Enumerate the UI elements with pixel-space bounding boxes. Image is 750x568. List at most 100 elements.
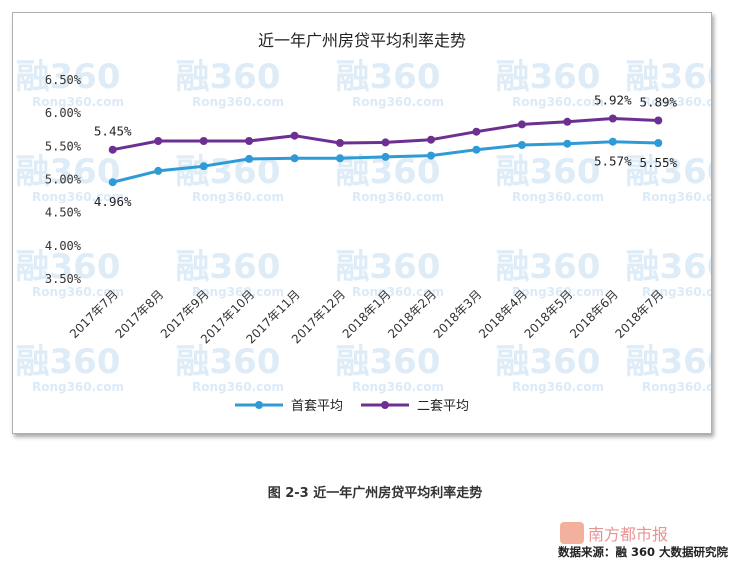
y-tick-label: 4.00% (45, 239, 82, 253)
watermark-main: 融360 (626, 342, 711, 382)
legend-item: 二套平均 (361, 398, 469, 414)
watermark-sub: Rong360.com (352, 95, 444, 109)
data-label: 5.57% (594, 154, 632, 169)
data-point (199, 162, 208, 171)
data-point (290, 131, 299, 140)
y-axis: 3.50% 4.00% 4.50% 5.00% 5.50% 6.00% 6.50% (45, 73, 82, 286)
data-point (245, 137, 254, 145)
data-label: 5.55% (639, 155, 677, 170)
data-point (563, 139, 572, 148)
x-tick-label: 2018年4月 (476, 287, 530, 341)
watermark-main: 融360 (176, 247, 281, 287)
data-point (517, 141, 526, 149)
data-point (108, 145, 117, 154)
data-point (199, 137, 208, 145)
y-tick-label: 4.50% (45, 206, 82, 220)
watermark-main: 融360 (16, 57, 121, 97)
watermark-main: 融360 (496, 247, 601, 287)
legend-marker (255, 401, 263, 409)
logo-text: 南方都市报 (588, 525, 669, 544)
watermark-main: 融360 (496, 57, 601, 97)
data-point (381, 152, 390, 161)
watermark-main: 融360 (336, 57, 441, 97)
watermark-main: 融360 (336, 247, 441, 287)
data-point (154, 137, 163, 145)
legend: 首套平均 二套平均 (235, 398, 469, 414)
watermark-main: 融360 (16, 247, 121, 287)
legend-label: 首套平均 (291, 398, 343, 414)
watermark-sub: Rong360.com (512, 285, 604, 299)
chart-title: 近一年广州房贷平均利率走势 (258, 31, 466, 50)
data-labels: 4.96% 5.45% 5.57% 5.55% 5.92% 5.89% (94, 92, 678, 209)
watermark-sub: Rong360.com (352, 190, 444, 204)
data-point (336, 139, 344, 147)
data-point (427, 151, 435, 160)
watermark-main: 融360 (496, 342, 601, 382)
newspaper-logo: 南方都市报 (560, 518, 740, 548)
data-point (381, 138, 390, 147)
watermark-main: 融360 (16, 342, 121, 382)
watermark-layer: 融360Rong360.com融360Rong360.com融360Rong36… (16, 57, 711, 394)
data-point (154, 166, 163, 175)
figure-caption: 图 2-3 近一年广州房贷平均利率走势 (267, 486, 483, 501)
line-chart: 融360Rong360.com融360Rong360.com融360Rong36… (16, 31, 711, 414)
watermark-main: 融360 (496, 152, 601, 192)
data-point (608, 114, 617, 123)
chart-frame: 融360 Rong360.com 融360 Rong360.com 融360 Rong36… (12, 12, 712, 434)
watermark-main: 融360 (626, 152, 711, 192)
data-point (472, 127, 481, 136)
watermark-sub: Rong360.com (352, 380, 444, 394)
data-point (654, 139, 663, 147)
data-point (472, 145, 481, 154)
watermark-main: 融360 (176, 342, 281, 382)
watermark-sub: Rong360.com (192, 95, 284, 109)
data-point (290, 154, 299, 163)
watermark-sub: Rong360.com (32, 190, 124, 204)
y-tick-label: 5.00% (45, 173, 82, 187)
data-point (245, 154, 254, 163)
data-point (108, 178, 117, 187)
watermark-main: 融360 (336, 342, 441, 382)
watermark-main: 融360 (16, 152, 121, 192)
watermark-sub: Rong360.com (32, 380, 124, 394)
data-label: 5.45% (94, 124, 132, 139)
data-point (336, 154, 344, 163)
watermark-sub: Rong360.com (642, 380, 711, 394)
y-tick-label: 6.00% (45, 106, 82, 120)
watermark-sub: Rong360.com (192, 380, 284, 394)
data-label: 4.96% (94, 194, 132, 209)
watermark-sub: Rong360.com (512, 380, 604, 394)
y-tick-label: 5.50% (45, 139, 82, 153)
watermark-sub: Rong360.com (192, 190, 284, 204)
data-point (608, 137, 617, 146)
watermark-sub: Rong360.com (642, 285, 711, 299)
legend-item: 首套平均 (235, 398, 343, 414)
watermark-sub: Rong360.com (352, 285, 444, 299)
data-point (517, 120, 526, 129)
data-point (427, 135, 435, 144)
watermark-sub: Rong360.com (32, 285, 124, 299)
watermark-main: 融360 (626, 57, 711, 97)
series-layer (108, 114, 663, 187)
data-point (654, 116, 663, 125)
logo-icon (560, 522, 584, 544)
watermark-sub: Rong360.com (642, 95, 711, 109)
watermark-sub: Rong360.com (512, 95, 604, 109)
legend-label: 二套平均 (417, 398, 469, 414)
watermark-sub: Rong360.com (192, 285, 284, 299)
